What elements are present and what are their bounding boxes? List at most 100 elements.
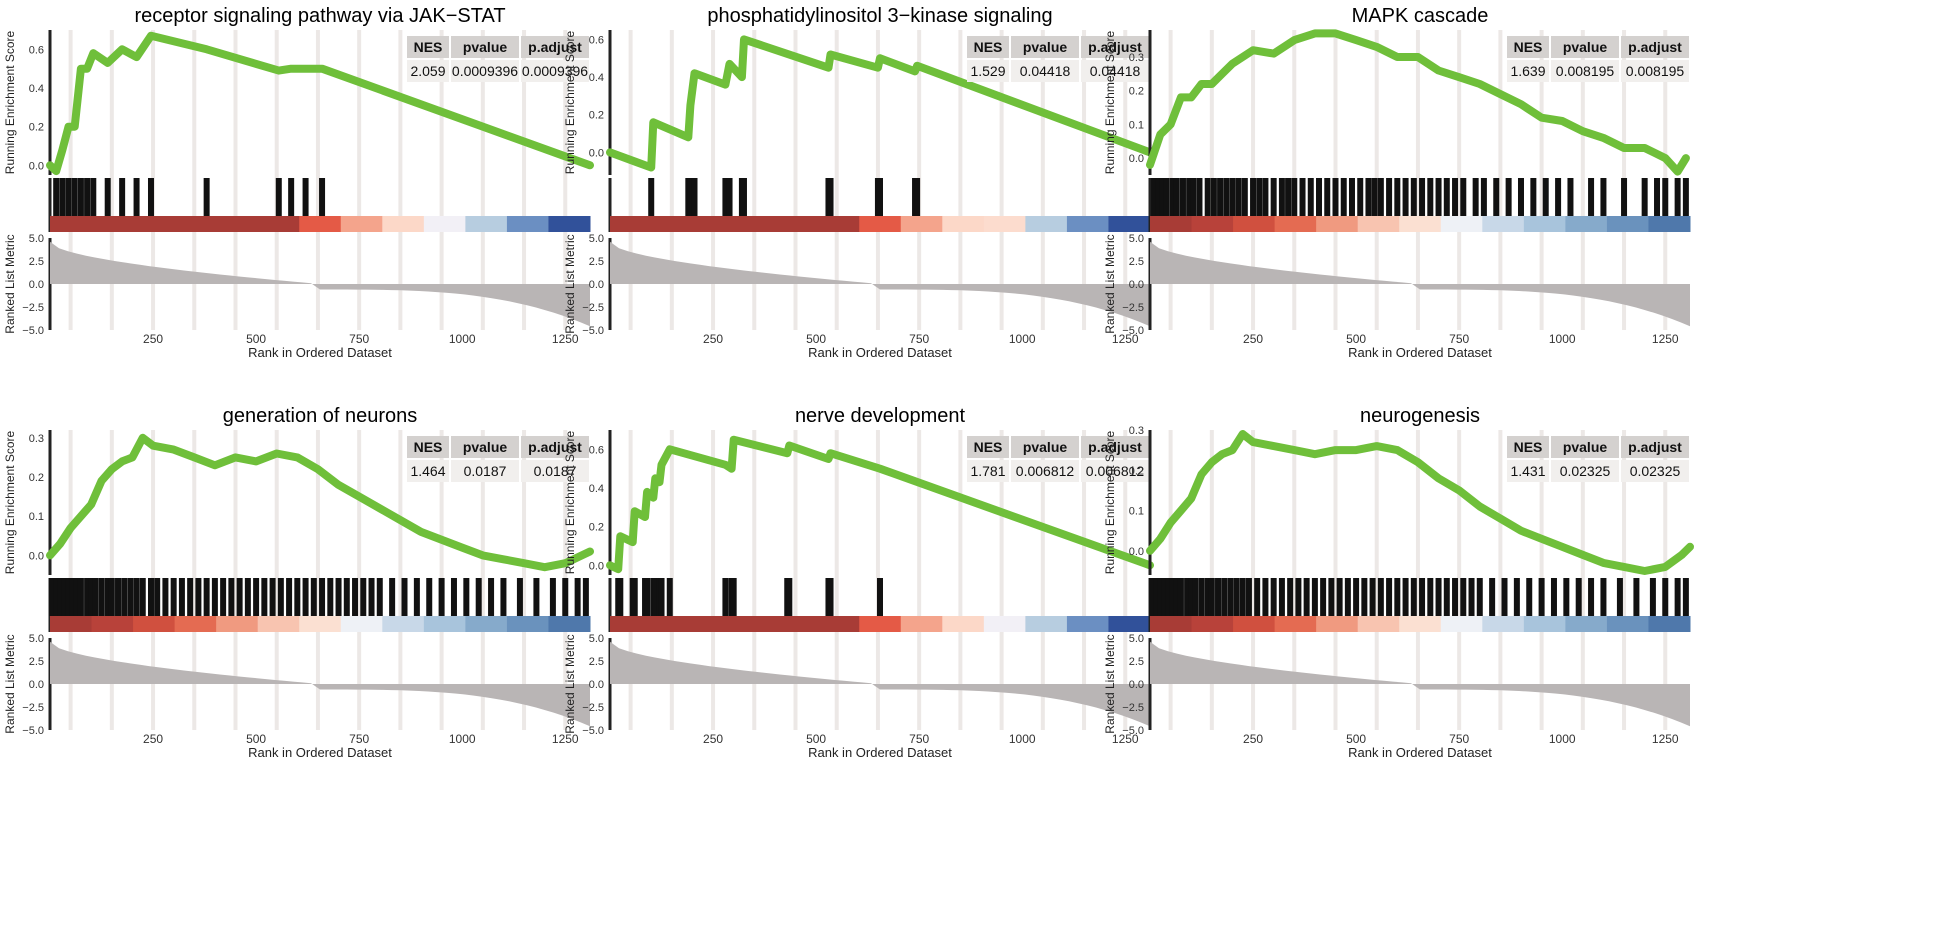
gene-hit-mark (195, 578, 202, 616)
grid-band (439, 30, 444, 330)
gene-hit-mark (1157, 578, 1164, 616)
gene-hit-mark (1320, 578, 1327, 616)
gene-hit-mark (1186, 178, 1193, 216)
gene-hit-mark (1649, 578, 1656, 616)
x-tick-label: 500 (246, 332, 266, 346)
gene-hit-mark (389, 578, 396, 616)
es-y-tick-label: 0.0 (1129, 153, 1144, 165)
grid-band (752, 430, 757, 730)
heat-strip-segment (133, 616, 176, 632)
heat-strip-segment (340, 216, 383, 232)
gene-hit-mark (147, 178, 154, 216)
heat-strip-segment (734, 216, 777, 232)
grid-band (480, 30, 485, 330)
stats-table-header-cell (1081, 436, 1149, 458)
grid-band (109, 30, 114, 330)
gene-hit-mark (53, 578, 60, 616)
heat-strip-segment (382, 216, 425, 232)
stats-table-value-cell (967, 460, 1009, 482)
stats-table-value: 1.781 (970, 463, 1005, 479)
gene-hit-mark (1394, 178, 1401, 216)
ranked-metric-area (50, 241, 590, 327)
gene-hit-mark (162, 578, 169, 616)
gene-hit-mark (147, 578, 154, 616)
gene-hit-mark (1348, 178, 1355, 216)
gene-hit-mark (319, 578, 326, 616)
stats-table-header-cell (451, 36, 519, 58)
es-y-axis-label: Running Enrichment Score (1103, 30, 1117, 174)
gene-hit-mark (170, 578, 177, 616)
es-y-tick-label: 0.4 (589, 483, 604, 495)
gene-hit-mark (319, 178, 326, 216)
gene-hit-mark (269, 578, 276, 616)
gene-hit-mark (275, 178, 282, 216)
gene-hit-mark (549, 578, 556, 616)
metric-y-tick-label: 2.5 (29, 656, 44, 668)
heat-strip-segment (610, 616, 653, 632)
running-es-curve (46, 31, 594, 176)
stats-table-value: 0.008195 (1556, 63, 1615, 79)
metric-y-axis-label: Ranked List Metric (3, 234, 17, 333)
metric-y-tick-label: −5.0 (1122, 325, 1144, 337)
heat-strip-segment (133, 216, 176, 232)
gene-hit-mark (1235, 178, 1242, 216)
heat-strip-segment (610, 216, 653, 232)
metric-y-tick-label: 0.0 (589, 279, 604, 291)
x-tick-label: 250 (703, 332, 723, 346)
heat-strip-segment (1523, 616, 1566, 632)
gene-hit-mark (1567, 178, 1574, 216)
grid-band (1415, 30, 1420, 330)
x-tick-label: 750 (909, 332, 929, 346)
grid-band (1374, 430, 1379, 730)
grid-band (793, 30, 798, 330)
grid-band (834, 30, 839, 330)
gene-hit-mark (1377, 178, 1384, 216)
gene-hit-mark (562, 578, 569, 616)
heat-strip-segment (299, 616, 342, 632)
gene-hit-mark (90, 178, 97, 216)
x-axis-label: Rank in Ordered Dataset (248, 345, 392, 360)
gene-hit-mark (1674, 578, 1681, 616)
x-tick-label: 1250 (1652, 332, 1679, 346)
metric-y-tick-label: 5.0 (589, 233, 604, 245)
stats-table-value: 0.008195 (1626, 63, 1685, 79)
x-tick-label: 750 (1449, 332, 1469, 346)
grid-band (233, 30, 238, 330)
x-tick-label: 250 (703, 732, 723, 746)
stats-table-header-cell (1507, 436, 1549, 458)
heat-strip-segment (1440, 216, 1483, 232)
heat-strip-segment (465, 616, 508, 632)
metric-y-tick-label: 0.0 (589, 679, 604, 691)
x-axis-label: Rank in Ordered Dataset (808, 745, 952, 760)
grid-band (917, 430, 922, 730)
gene-hit-mark (1340, 178, 1347, 216)
metric-y-tick-label: −2.5 (582, 702, 604, 714)
gene-hit-mark (1149, 578, 1156, 616)
stats-table-value-cell (967, 60, 1009, 82)
stats-table-header-NES: NES (974, 439, 1003, 455)
heat-strip-segment (423, 616, 466, 632)
gene-hit-mark (617, 578, 624, 616)
gene-hit-mark (211, 578, 218, 616)
es-y-tick-label: 0.0 (589, 560, 604, 572)
grid-band (669, 30, 674, 330)
stats-table-value: 1.639 (1510, 63, 1545, 79)
es-y-tick-label: 0.4 (29, 83, 44, 95)
gene-hit-mark (1435, 178, 1442, 216)
gene-hit-mark (1361, 578, 1368, 616)
heat-strip-segment (382, 616, 425, 632)
stats-table-header-pvalue: pvalue (1563, 439, 1608, 455)
gene-hit-mark (1452, 178, 1459, 216)
gene-hit-mark (1505, 178, 1512, 216)
gene-hit-mark (154, 578, 161, 616)
gene-hit-mark (1468, 578, 1475, 616)
gene-hit-mark (127, 578, 134, 616)
stats-table-header-cell (1507, 36, 1549, 58)
heat-strip-segment (776, 216, 819, 232)
metric-y-tick-label: 5.0 (29, 633, 44, 645)
metric-y-tick-label: −5.0 (1122, 725, 1144, 737)
heat-strip-segment (1606, 616, 1649, 632)
stats-table-header-cell (967, 436, 1009, 458)
metric-y-tick-label: 2.5 (589, 656, 604, 668)
